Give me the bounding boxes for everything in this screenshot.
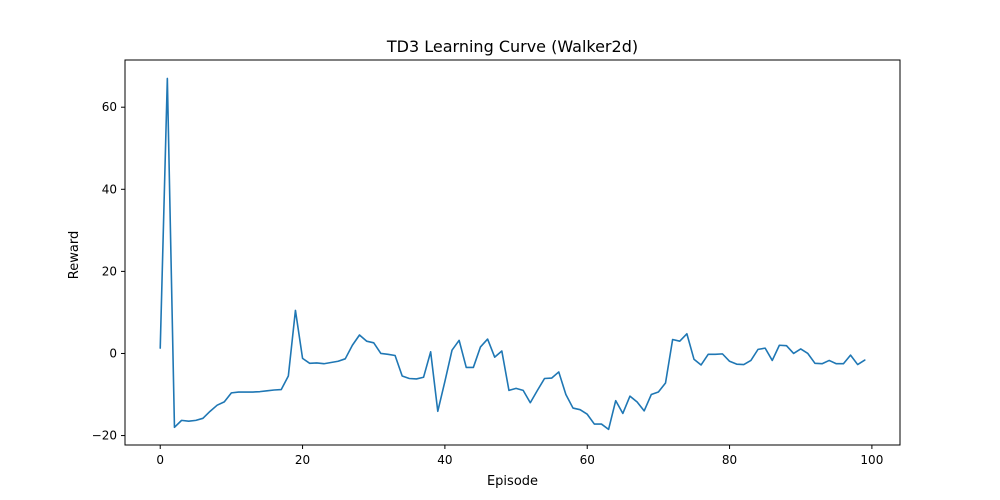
plot-area: 0 20 40 60 80 100 −20 0 20 40 60 (92, 59, 901, 467)
series-line-0 (159, 77, 866, 431)
chart-title: TD3 Learning Curve (Walker2d) (386, 37, 638, 56)
y-tick-label: 20 (102, 264, 117, 278)
x-tick-label: 100 (860, 453, 883, 467)
y-axis-label: Reward (67, 231, 82, 279)
x-tick-label: 20 (295, 453, 310, 467)
x-tick-label: 40 (437, 453, 452, 467)
x-tick-label: 80 (722, 453, 737, 467)
axes-frame (124, 59, 901, 446)
y-tick-label: 40 (102, 182, 117, 196)
y-tick-label: 0 (109, 346, 117, 360)
y-tick-label: 60 (102, 100, 117, 114)
x-tick-label: 0 (156, 453, 164, 467)
x-tick-label: 60 (580, 453, 595, 467)
y-tick-label: −20 (92, 429, 117, 443)
x-axis-label: Episode (487, 474, 538, 489)
